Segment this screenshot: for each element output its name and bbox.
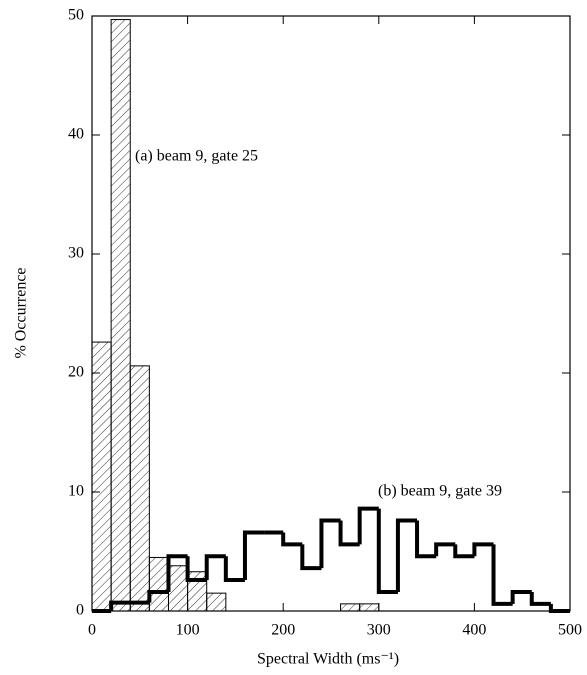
x-tick-label: 200 (271, 622, 295, 639)
histogram-step (338, 520, 360, 547)
histogram-step (109, 600, 131, 611)
histogram-step (357, 506, 379, 545)
histogram-step (453, 544, 475, 559)
histogram-step (300, 544, 322, 571)
hatched-bar (359, 603, 380, 612)
y-tick-label: 0 (76, 602, 84, 619)
histogram-step (281, 532, 303, 547)
hatched-bar (110, 19, 131, 612)
histogram-step (529, 591, 551, 606)
hatched-bar (206, 592, 227, 612)
y-tick-label: 40 (68, 126, 84, 143)
histogram-step (472, 542, 494, 557)
x-tick-label: 500 (558, 622, 582, 639)
y-tick-label: 30 (68, 245, 84, 262)
histogram-step (376, 508, 398, 594)
hatched-bar (187, 571, 208, 612)
hatched-bar (91, 341, 112, 612)
histogram-step (395, 518, 418, 592)
histogram-step (491, 544, 513, 606)
x-tick-label: 100 (176, 622, 200, 639)
y-tick-label: 50 (68, 7, 84, 24)
histogram-step (166, 554, 188, 592)
histogram-step (242, 530, 265, 581)
x-tick-label: 0 (88, 622, 96, 639)
series-label: (a) beam 9, gate 25 (135, 148, 258, 165)
histogram-step (204, 554, 226, 581)
histogram-step (434, 542, 456, 557)
histogram-step (185, 556, 207, 583)
histogram-step (147, 589, 169, 603)
x-axis-label: Spectral Width (ms⁻¹) (257, 651, 399, 668)
histogram-step (415, 520, 437, 559)
hatched-bar (148, 556, 169, 612)
histogram-step (548, 603, 570, 613)
x-tick-label: 300 (367, 622, 391, 639)
hatched-bar (167, 565, 189, 612)
series-label: (b) beam 9, gate 39 (378, 483, 502, 500)
histogram-step (510, 589, 532, 604)
x-tick-label: 400 (462, 622, 486, 639)
y-tick-label: 20 (68, 364, 84, 381)
histogram-step (223, 556, 245, 583)
y-axis-label: % Occurrence (13, 267, 30, 358)
y-tick-label: 10 (68, 483, 84, 500)
plot-frame (91, 15, 571, 612)
histogram-step (319, 518, 341, 569)
hatched-bar (129, 365, 150, 612)
hatched-bar (340, 603, 361, 612)
